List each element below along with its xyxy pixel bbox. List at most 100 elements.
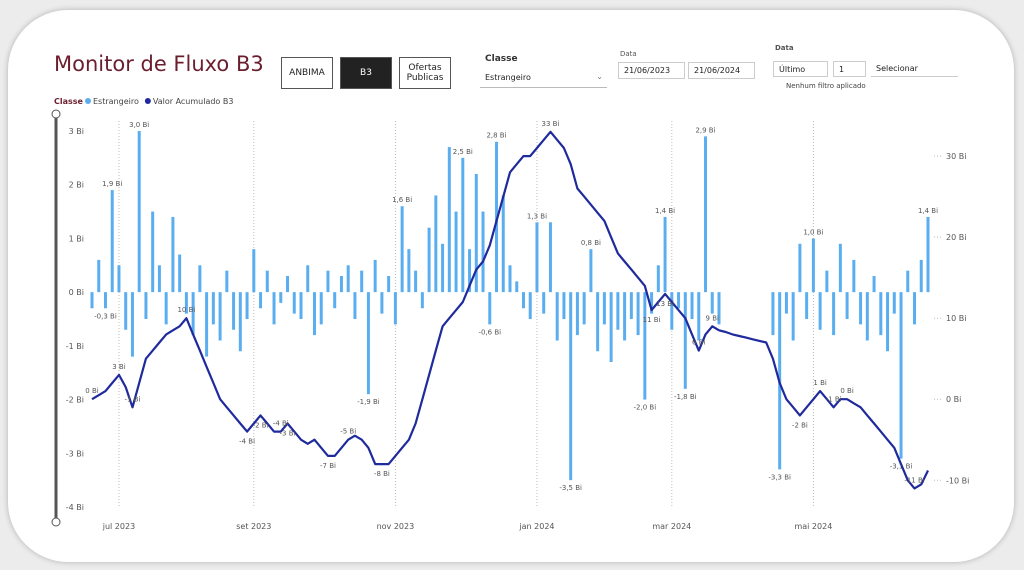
bar (582, 292, 586, 325)
date-start-text: 21/06/2023 (624, 66, 671, 75)
period-label: Data (775, 44, 794, 50)
bar (400, 206, 404, 293)
bar-value-label: -1,8 Bi (674, 393, 697, 401)
bar (528, 292, 532, 319)
bar (643, 292, 647, 400)
bar (852, 259, 856, 293)
period-unit[interactable]: Último (773, 61, 828, 77)
bar (151, 211, 155, 293)
filter-note: Nenhum filtro aplicado (786, 82, 866, 90)
bar (704, 136, 708, 293)
bar (178, 254, 182, 293)
bar (259, 292, 263, 309)
legend-swatch (85, 98, 91, 104)
bar (886, 292, 890, 352)
bar (191, 292, 195, 336)
date-start[interactable]: 21/06/2023 (618, 62, 685, 79)
line-value-label: -2 Bi (253, 421, 269, 429)
bar (252, 249, 256, 293)
bar (326, 270, 330, 293)
bar (501, 195, 505, 293)
bar (677, 292, 681, 309)
y-tick-label: -4 Bi (66, 503, 84, 512)
legend-label: Valor Acumulado B3 (153, 97, 234, 106)
y2-tick-label: 30 Bi (946, 152, 966, 161)
date-end-text: 21/06/2024 (694, 66, 741, 75)
x-tick-label: jul 2023 (102, 522, 135, 531)
bar (791, 292, 795, 341)
bar-value-label: 2,8 Bi (486, 132, 506, 140)
bar-value-label: 0,8 Bi (581, 239, 601, 247)
bar (232, 292, 236, 330)
classe-label: Classe (485, 54, 518, 64)
bar-value-label: 2,5 Bi (453, 148, 473, 156)
nav-button[interactable]: B3 (340, 57, 392, 89)
slider-handle[interactable] (51, 517, 61, 527)
bar (420, 292, 424, 309)
date-end[interactable]: 21/06/2024 (688, 62, 755, 79)
slider-handle[interactable] (51, 109, 61, 119)
bar (913, 292, 917, 325)
bar (360, 270, 364, 293)
date-label: Data (620, 50, 637, 57)
bar (265, 270, 269, 293)
bar (670, 292, 674, 330)
bar (454, 211, 458, 293)
line-value-label: 33 Bi (542, 120, 560, 128)
nav-button[interactable]: Ofertas Publicas (399, 57, 451, 89)
bar (832, 292, 836, 336)
bar (488, 292, 492, 325)
line-value-label: 9 Bi (706, 314, 719, 322)
bar (299, 292, 303, 319)
bar (542, 292, 546, 314)
bar (171, 216, 175, 293)
title: Monitor de Fluxo B3 (54, 52, 264, 76)
bar (205, 292, 209, 357)
x-tick-label: jan 2024 (518, 522, 554, 531)
period-select-text: Selecionar (876, 64, 918, 73)
bar (784, 292, 788, 314)
bar (312, 292, 316, 336)
bar (292, 292, 296, 314)
legend-swatch (144, 98, 151, 104)
bar-value-label: -2,0 Bi (634, 404, 657, 412)
bar (575, 292, 579, 336)
bar (333, 292, 337, 309)
bar (548, 222, 552, 293)
y-tick-label: 3 Bi (69, 127, 84, 136)
bar (157, 265, 161, 293)
period-select[interactable]: Selecionar (871, 61, 958, 77)
legend-title: Classe (54, 97, 84, 106)
line-value-label: -4 Bi (239, 438, 255, 446)
bar (306, 265, 310, 293)
y-tick-label: 2 Bi (69, 181, 84, 190)
bar (596, 292, 600, 352)
bar-value-label: 1,4 Bi (918, 207, 938, 215)
classe-dropdown[interactable]: Estrangeiro ⌄ (480, 70, 607, 88)
line-value-label: -5 Bi (340, 428, 356, 436)
bar (879, 292, 883, 336)
line-value-label: -7 Bi (320, 462, 336, 470)
bar (710, 292, 714, 314)
bar (380, 292, 384, 314)
bar (481, 211, 485, 293)
bar-value-label: 2,9 Bi (695, 126, 715, 134)
bar (225, 270, 229, 293)
bar (339, 276, 343, 293)
bar (474, 173, 478, 293)
bar (717, 292, 721, 325)
bar (650, 292, 654, 314)
line-value-label: 0 Bi (840, 387, 853, 395)
legend: Estrangeiro Valor Acumulado B3 (85, 97, 233, 106)
x-tick-label: mai 2024 (794, 522, 832, 531)
bar-value-label: 3,0 Bi (129, 121, 149, 129)
bar (697, 292, 701, 341)
bar (636, 292, 640, 336)
bar (508, 265, 512, 293)
nav-button[interactable]: ANBIMA (281, 57, 333, 89)
period-count[interactable]: 1 (833, 61, 866, 77)
bar (683, 292, 687, 389)
bar (899, 292, 903, 459)
line-value-label: -8 Bi (374, 470, 390, 478)
